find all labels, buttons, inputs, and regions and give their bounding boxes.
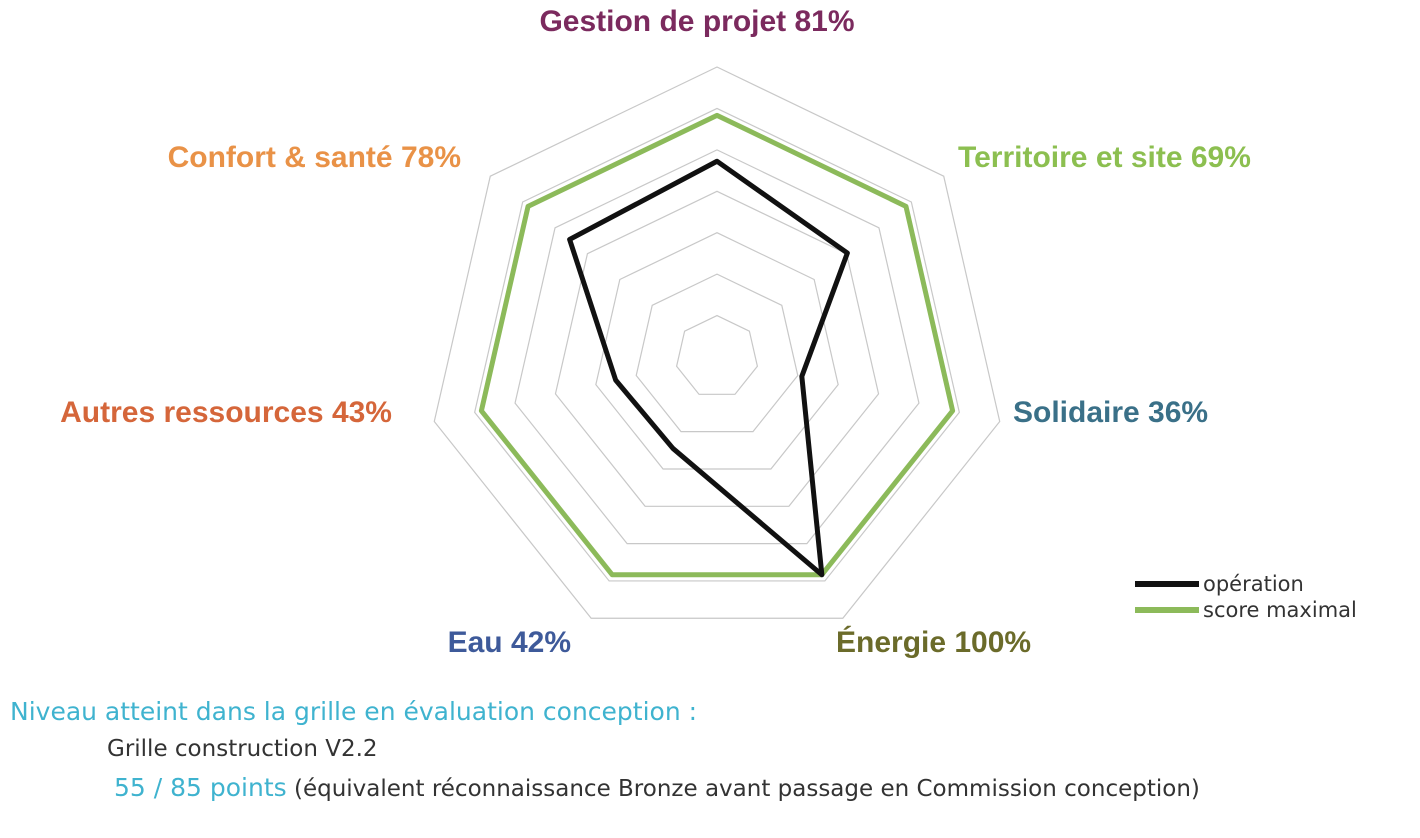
legend-swatch-max (1135, 607, 1199, 613)
axis-label-autres-ressources: Autres ressources 43% (60, 396, 392, 429)
points-line: 55 / 85 points (équivalent réconnaissanc… (114, 768, 1200, 809)
points-note: (équivalent réconnaissance Bronze avant … (286, 776, 1200, 802)
legend-swatch-operation (1135, 581, 1199, 587)
radar-grid (433, 66, 1001, 619)
radar-series (478, 112, 956, 578)
grid-version: Grille construction V2.2 (107, 736, 378, 762)
chart-legend: opération score maximal (1135, 571, 1357, 623)
series-operation (567, 158, 850, 578)
legend-label-max: score maximal (1203, 598, 1357, 622)
grid-ring-5 (514, 149, 920, 545)
legend-item-max: score maximal (1135, 597, 1357, 623)
points-score: 55 / 85 points (114, 773, 287, 802)
grid-ring-3 (595, 232, 839, 470)
legend-item-operation: opération (1135, 571, 1357, 597)
radar-chart: Gestion de projet 81% Territoire et site … (60, 5, 1251, 659)
axis-label-territoire-et-site: Territoire et site 69% (958, 141, 1251, 174)
grid-ring-6 (474, 107, 960, 582)
grid-ring-1 (675, 314, 759, 395)
radar-axis-labels: Gestion de projet 81% Territoire et site … (60, 5, 1251, 659)
summary-title: Niveau atteint dans la grille en évaluat… (10, 697, 698, 726)
axis-label-confort-sante: Confort & santé 78% (168, 141, 461, 174)
evaluation-summary: Niveau atteint dans la grille en évaluat… (10, 694, 1200, 809)
axis-label-eau: Eau 42% (448, 626, 571, 659)
series-score-maximal (478, 112, 956, 578)
axis-label-energie: Énergie 100% (836, 625, 1031, 659)
axis-label-gestion-de-projet: Gestion de projet 81% (539, 5, 854, 38)
grid-ring-7 (433, 66, 1001, 619)
axis-label-solidaire: Solidaire 36% (1013, 396, 1208, 429)
legend-label-operation: opération (1203, 572, 1304, 596)
grid-ring-2 (635, 273, 799, 433)
